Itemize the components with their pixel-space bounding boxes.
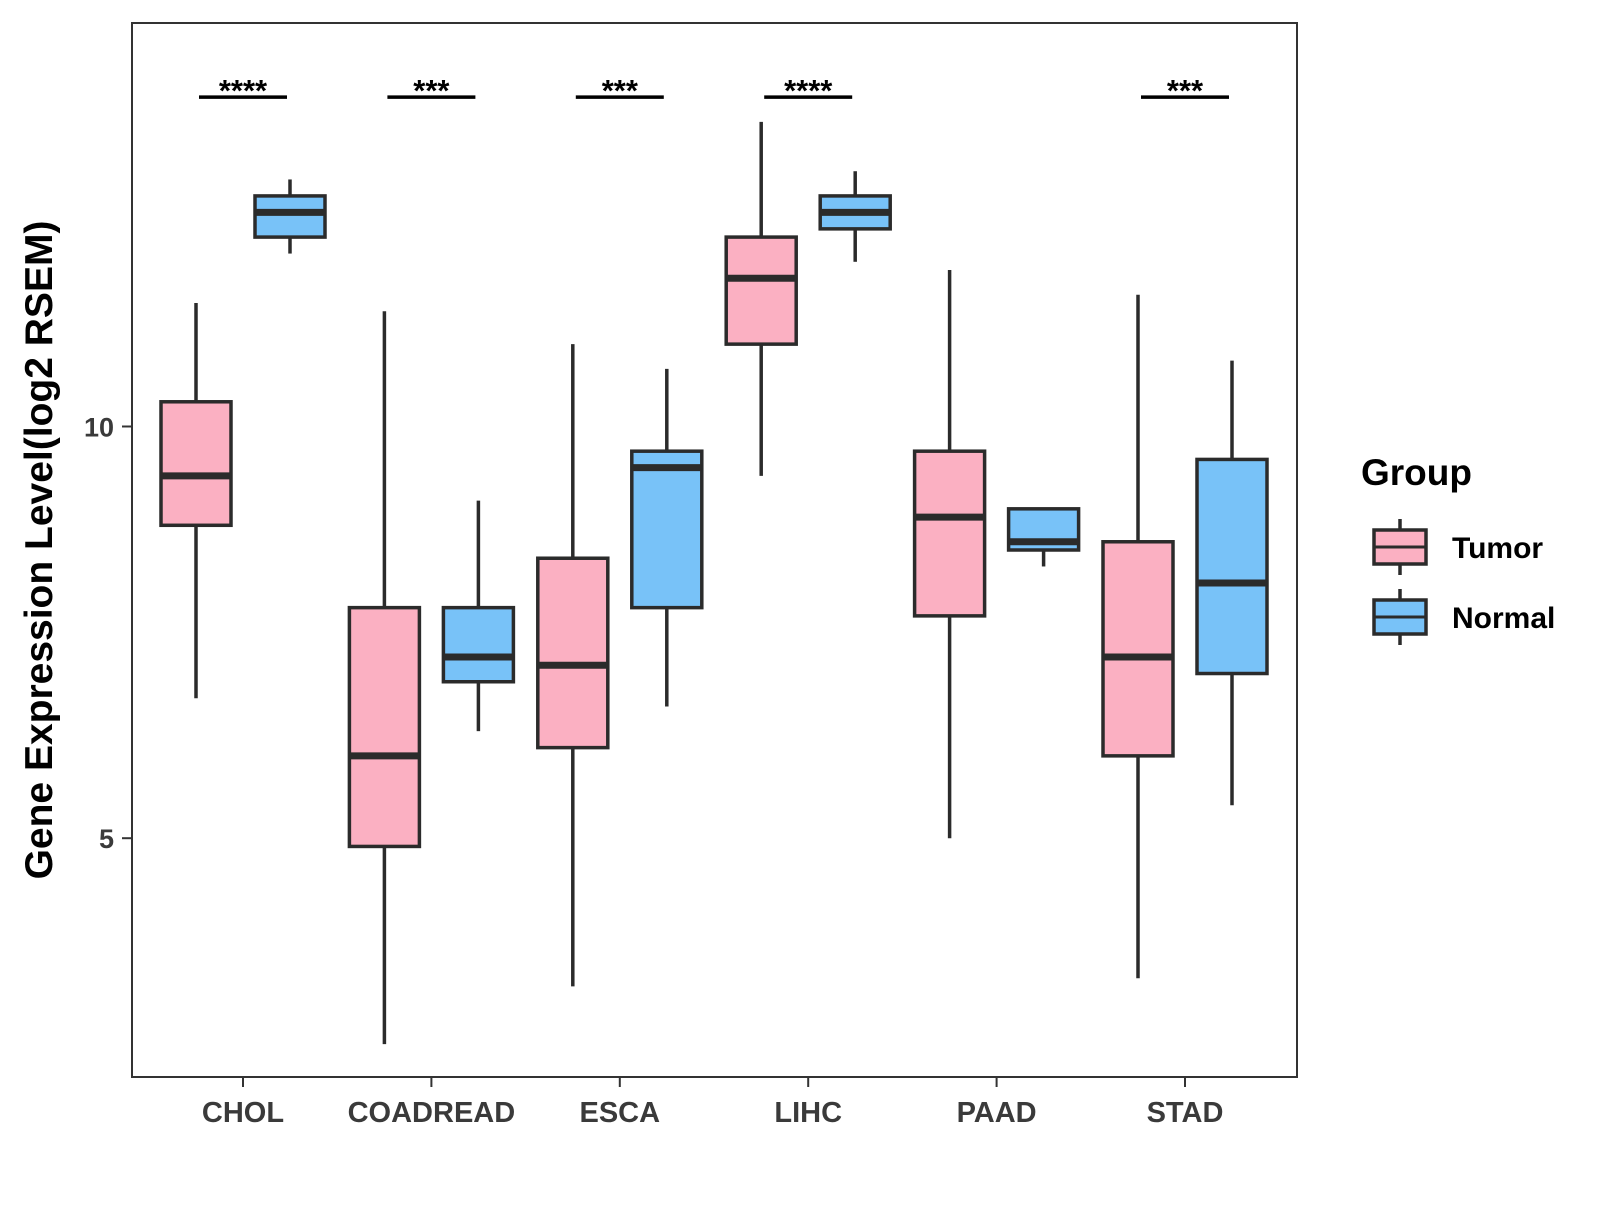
box-tumor-lihc	[724, 121, 798, 476]
legend-item-normal: Normal	[1372, 589, 1555, 645]
y-tick-label: 10	[84, 412, 114, 442]
box-body	[1101, 540, 1175, 758]
box-body	[536, 556, 610, 750]
significance-label: ***	[413, 73, 450, 108]
box-body	[441, 605, 516, 684]
significance-chol: ****	[199, 73, 287, 108]
box-tumor-esca	[536, 344, 610, 987]
x-category-label: COADREAD	[348, 1097, 516, 1129]
box-tumor-paad	[912, 270, 987, 839]
significance-label: ****	[219, 73, 268, 108]
plot-panel-border	[131, 22, 1298, 1078]
legend-label: Tumor	[1452, 532, 1543, 565]
box-tumor-coadread	[347, 311, 422, 1045]
box-normal-lihc	[818, 171, 892, 262]
significance-lihc: ****	[764, 73, 853, 108]
y-axis-title: Gene Expression Level(log2 RSEM)	[18, 221, 61, 880]
significance-label: ****	[784, 73, 833, 108]
box-body	[912, 449, 987, 618]
box-body	[1195, 457, 1269, 676]
x-category-label: LIHC	[774, 1097, 842, 1129]
box-tumor-chol	[159, 302, 233, 699]
x-category-label: PAAD	[957, 1097, 1037, 1129]
x-category-label: STAD	[1147, 1097, 1224, 1129]
box-body	[724, 235, 798, 346]
box-normal-esca	[630, 368, 704, 707]
box-body	[347, 605, 422, 849]
significance-esca: ***	[575, 73, 664, 108]
box-normal-chol	[253, 179, 327, 254]
box-normal-coadread	[441, 500, 516, 732]
legend-items: Tumor Normal	[1372, 519, 1555, 645]
x-category-label: ESCA	[580, 1097, 661, 1129]
box-normal-paad	[1006, 507, 1081, 567]
significance-layer: **** *** *** **** ***	[199, 73, 1229, 108]
legend-item-tumor: Tumor	[1372, 519, 1543, 575]
y-tick-label: 5	[99, 824, 114, 854]
box-body	[630, 449, 704, 610]
boxes-layer	[159, 121, 1269, 1045]
box-body	[159, 400, 233, 528]
significance-label: ***	[1167, 73, 1204, 108]
box-normal-stad	[1195, 360, 1269, 806]
x-category-label: CHOL	[202, 1097, 284, 1129]
significance-stad: ***	[1141, 73, 1229, 108]
significance-label: ***	[602, 73, 639, 108]
box-body	[253, 194, 327, 239]
plot-panel-layer	[131, 22, 1298, 1078]
box-tumor-stad	[1101, 294, 1175, 979]
axis-layer: 5 10 CHOL COADREAD ESCA LIHC PAAD STAD	[84, 412, 1223, 1129]
significance-coadread: ***	[387, 73, 476, 108]
legend-title: Group	[1361, 452, 1472, 493]
legend-label: Normal	[1452, 602, 1555, 635]
legend: Group Tumor Normal	[1361, 452, 1555, 645]
